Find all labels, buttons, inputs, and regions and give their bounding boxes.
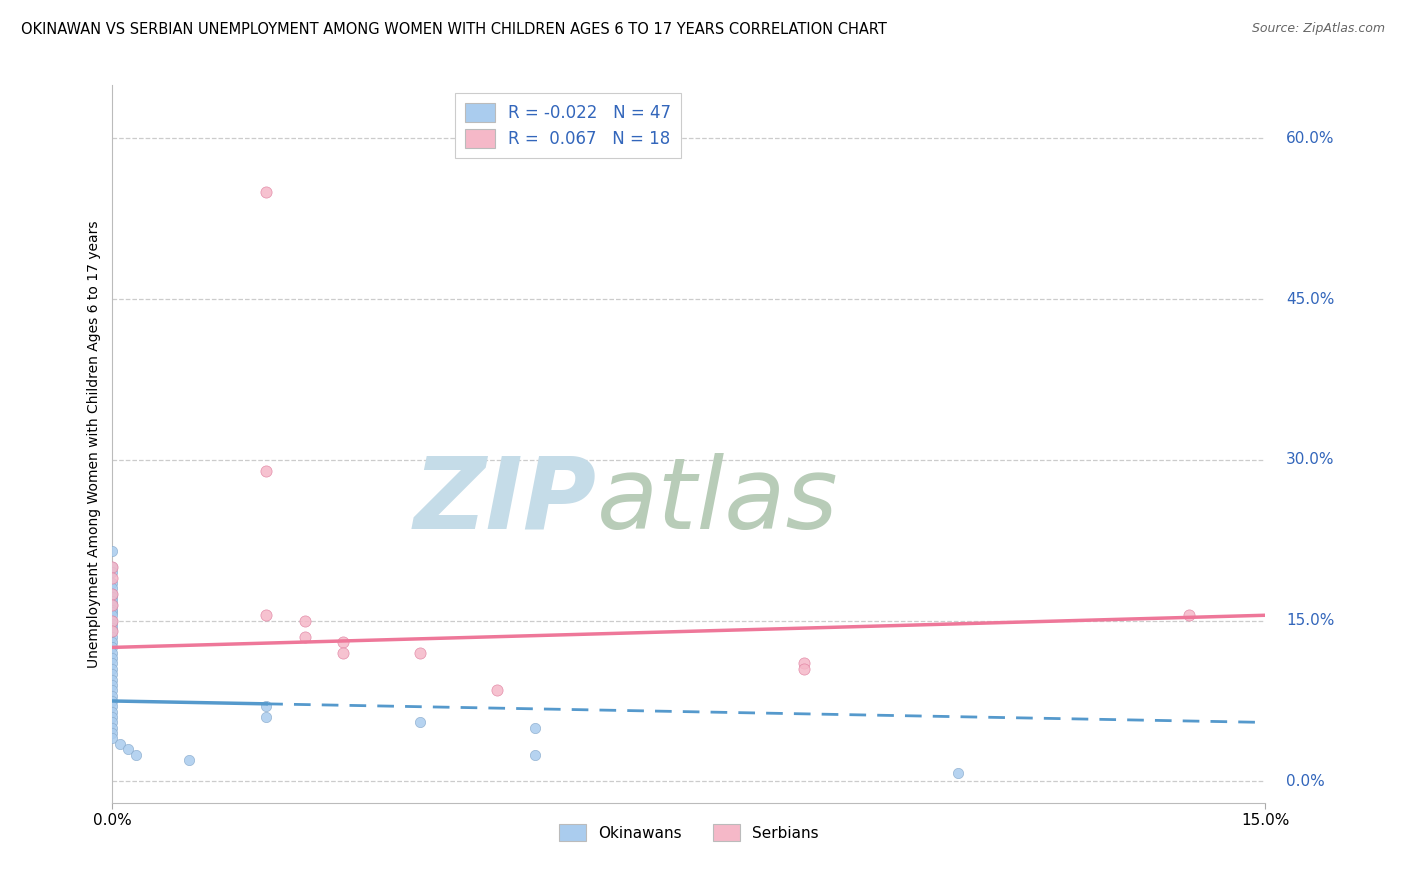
Point <box>101 582 124 596</box>
Point <box>101 560 124 574</box>
Point <box>101 560 124 574</box>
Point <box>101 667 124 681</box>
Point <box>101 710 124 724</box>
Text: atlas: atlas <box>596 453 838 549</box>
Point <box>101 678 124 692</box>
Point <box>124 747 146 762</box>
Point <box>101 616 124 631</box>
Point <box>101 689 124 703</box>
Point <box>101 705 124 719</box>
Point <box>485 683 508 698</box>
Text: 45.0%: 45.0% <box>1286 292 1334 307</box>
Point <box>101 608 124 623</box>
Point <box>101 694 124 708</box>
Point <box>332 635 354 649</box>
Point <box>294 630 316 644</box>
Point <box>101 657 124 671</box>
Point <box>254 699 277 714</box>
Text: 60.0%: 60.0% <box>1286 131 1334 145</box>
Point <box>101 587 124 601</box>
Point <box>108 737 131 751</box>
Point <box>101 715 124 730</box>
Point <box>101 726 124 740</box>
Point <box>254 464 277 478</box>
Text: 15.0%: 15.0% <box>1286 613 1334 628</box>
Point <box>254 185 277 199</box>
Point <box>101 630 124 644</box>
Point <box>332 646 354 660</box>
Point <box>179 753 201 767</box>
Point <box>1177 608 1199 623</box>
Point <box>101 614 124 628</box>
Point <box>101 624 124 639</box>
Point <box>409 715 432 730</box>
Point <box>254 710 277 724</box>
Point <box>409 646 432 660</box>
Point <box>101 699 124 714</box>
Point <box>101 587 124 601</box>
Point <box>101 640 124 655</box>
Point <box>524 747 547 762</box>
Point <box>101 621 124 635</box>
Point <box>101 614 124 628</box>
Point <box>101 603 124 617</box>
Point <box>101 624 124 639</box>
Point <box>101 731 124 746</box>
Text: 30.0%: 30.0% <box>1286 452 1334 467</box>
Point <box>101 605 124 619</box>
Point <box>101 571 124 585</box>
Point <box>101 721 124 735</box>
Point <box>101 683 124 698</box>
Y-axis label: Unemployment Among Women with Children Ages 6 to 17 years: Unemployment Among Women with Children A… <box>87 220 101 667</box>
Point <box>793 662 815 676</box>
Point <box>101 566 124 580</box>
Point <box>254 608 277 623</box>
Point <box>101 544 124 558</box>
Text: OKINAWAN VS SERBIAN UNEMPLOYMENT AMONG WOMEN WITH CHILDREN AGES 6 TO 17 YEARS CO: OKINAWAN VS SERBIAN UNEMPLOYMENT AMONG W… <box>21 22 887 37</box>
Point <box>101 635 124 649</box>
Point <box>101 598 124 612</box>
Point <box>101 651 124 665</box>
Point <box>101 594 124 608</box>
Point <box>101 662 124 676</box>
Point <box>793 657 815 671</box>
Text: 0.0%: 0.0% <box>1286 774 1324 789</box>
Text: Source: ZipAtlas.com: Source: ZipAtlas.com <box>1251 22 1385 36</box>
Text: ZIP: ZIP <box>413 453 596 549</box>
Point <box>101 646 124 660</box>
Point <box>524 721 547 735</box>
Point <box>101 598 124 612</box>
Point <box>101 590 124 604</box>
Legend: Okinawans, Serbians: Okinawans, Serbians <box>551 816 827 849</box>
Point <box>117 742 139 756</box>
Point <box>294 614 316 628</box>
Point <box>101 576 124 591</box>
Point <box>101 673 124 687</box>
Point <box>946 765 969 780</box>
